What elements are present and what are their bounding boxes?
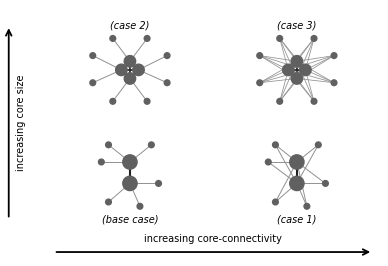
Circle shape — [290, 155, 304, 169]
Circle shape — [110, 36, 116, 41]
Circle shape — [124, 73, 136, 84]
Text: (base case): (base case) — [102, 214, 158, 224]
Circle shape — [123, 176, 137, 190]
Circle shape — [315, 142, 321, 148]
Circle shape — [164, 53, 170, 59]
Text: increasing core size: increasing core size — [16, 74, 26, 171]
Circle shape — [277, 98, 282, 104]
Circle shape — [290, 176, 304, 190]
Text: (case 1): (case 1) — [277, 214, 317, 224]
Circle shape — [110, 98, 116, 104]
Circle shape — [331, 53, 337, 59]
Circle shape — [106, 142, 111, 148]
Circle shape — [133, 64, 144, 76]
Circle shape — [282, 64, 294, 76]
Circle shape — [137, 203, 143, 209]
Circle shape — [257, 80, 263, 86]
Circle shape — [124, 56, 136, 67]
Circle shape — [90, 80, 95, 86]
Circle shape — [291, 56, 303, 67]
Circle shape — [304, 203, 310, 209]
Circle shape — [106, 199, 111, 205]
Circle shape — [300, 64, 311, 76]
Circle shape — [164, 80, 170, 86]
Circle shape — [311, 36, 317, 41]
Circle shape — [322, 181, 328, 186]
Circle shape — [99, 159, 104, 165]
Circle shape — [149, 142, 154, 148]
Circle shape — [311, 98, 317, 104]
Text: increasing core-connectivity: increasing core-connectivity — [144, 234, 282, 244]
Circle shape — [277, 36, 282, 41]
Circle shape — [272, 199, 278, 205]
Circle shape — [90, 53, 95, 59]
Circle shape — [265, 159, 271, 165]
Text: (case 2): (case 2) — [110, 20, 150, 31]
Circle shape — [291, 73, 303, 84]
Circle shape — [272, 142, 278, 148]
Text: (case 3): (case 3) — [277, 20, 317, 31]
Circle shape — [257, 53, 263, 59]
Circle shape — [116, 64, 127, 76]
Circle shape — [156, 181, 161, 186]
Circle shape — [144, 98, 150, 104]
Circle shape — [144, 36, 150, 41]
Circle shape — [123, 155, 137, 169]
Circle shape — [331, 80, 337, 86]
